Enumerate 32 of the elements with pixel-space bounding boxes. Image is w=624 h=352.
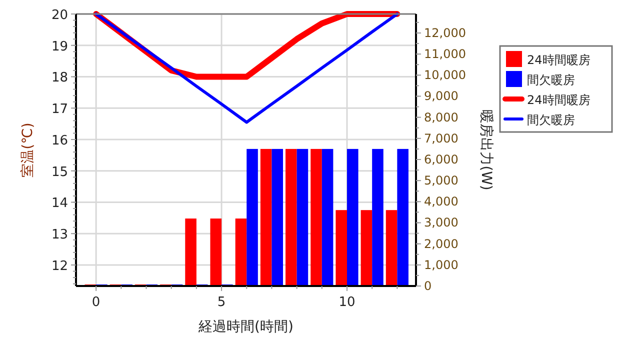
y2-tick-label: 2,000 (424, 236, 458, 251)
y2-tick-label: 12,000 (424, 26, 466, 40)
y2-tick-label: 11,000 (424, 47, 466, 62)
x-tick-label: 0 (92, 295, 100, 310)
legend-label: 24時間暖房 (527, 53, 590, 67)
y2-tick-label: 0 (424, 279, 432, 293)
x-tick-label: 5 (217, 295, 226, 310)
y-tick-label: 12 (51, 258, 68, 274)
y2-tick-label: 8,000 (424, 110, 458, 124)
y-axis-title: 室温(℃) (20, 122, 36, 178)
y2-tick-label: 6,000 (424, 152, 458, 166)
y-tick-label: 19 (51, 39, 68, 54)
y-tick-label: 20 (51, 8, 68, 23)
y2-tick-label: 9,000 (424, 89, 458, 104)
y-tick-label: 16 (51, 133, 68, 148)
x-tick-label: 10 (338, 295, 356, 310)
y2-tick-label: 7,000 (424, 131, 458, 146)
legend-label: 間欠暖房 (527, 73, 575, 87)
legend-label: 間欠暖房 (527, 113, 575, 127)
y-tick-label: 17 (51, 102, 68, 118)
x-axis-title: 経過時間(時間) (198, 319, 294, 335)
y2-tick-label: 4,000 (424, 194, 458, 209)
legend-label: 24時間暖房 (527, 93, 590, 107)
y-tick-label: 14 (51, 196, 68, 212)
y2-tick-label: 1,000 (424, 258, 458, 272)
y-tick-label: 15 (51, 164, 68, 180)
y-tick-label: 13 (51, 228, 68, 243)
y2-tick-label: 10,000 (424, 68, 466, 82)
y2-tick-label: 5,000 (424, 174, 458, 188)
y-tick-label: 18 (51, 70, 68, 86)
y2-tick-label: 3,000 (424, 216, 458, 230)
y2-axis-title: 暖房出力(W) (478, 110, 494, 190)
